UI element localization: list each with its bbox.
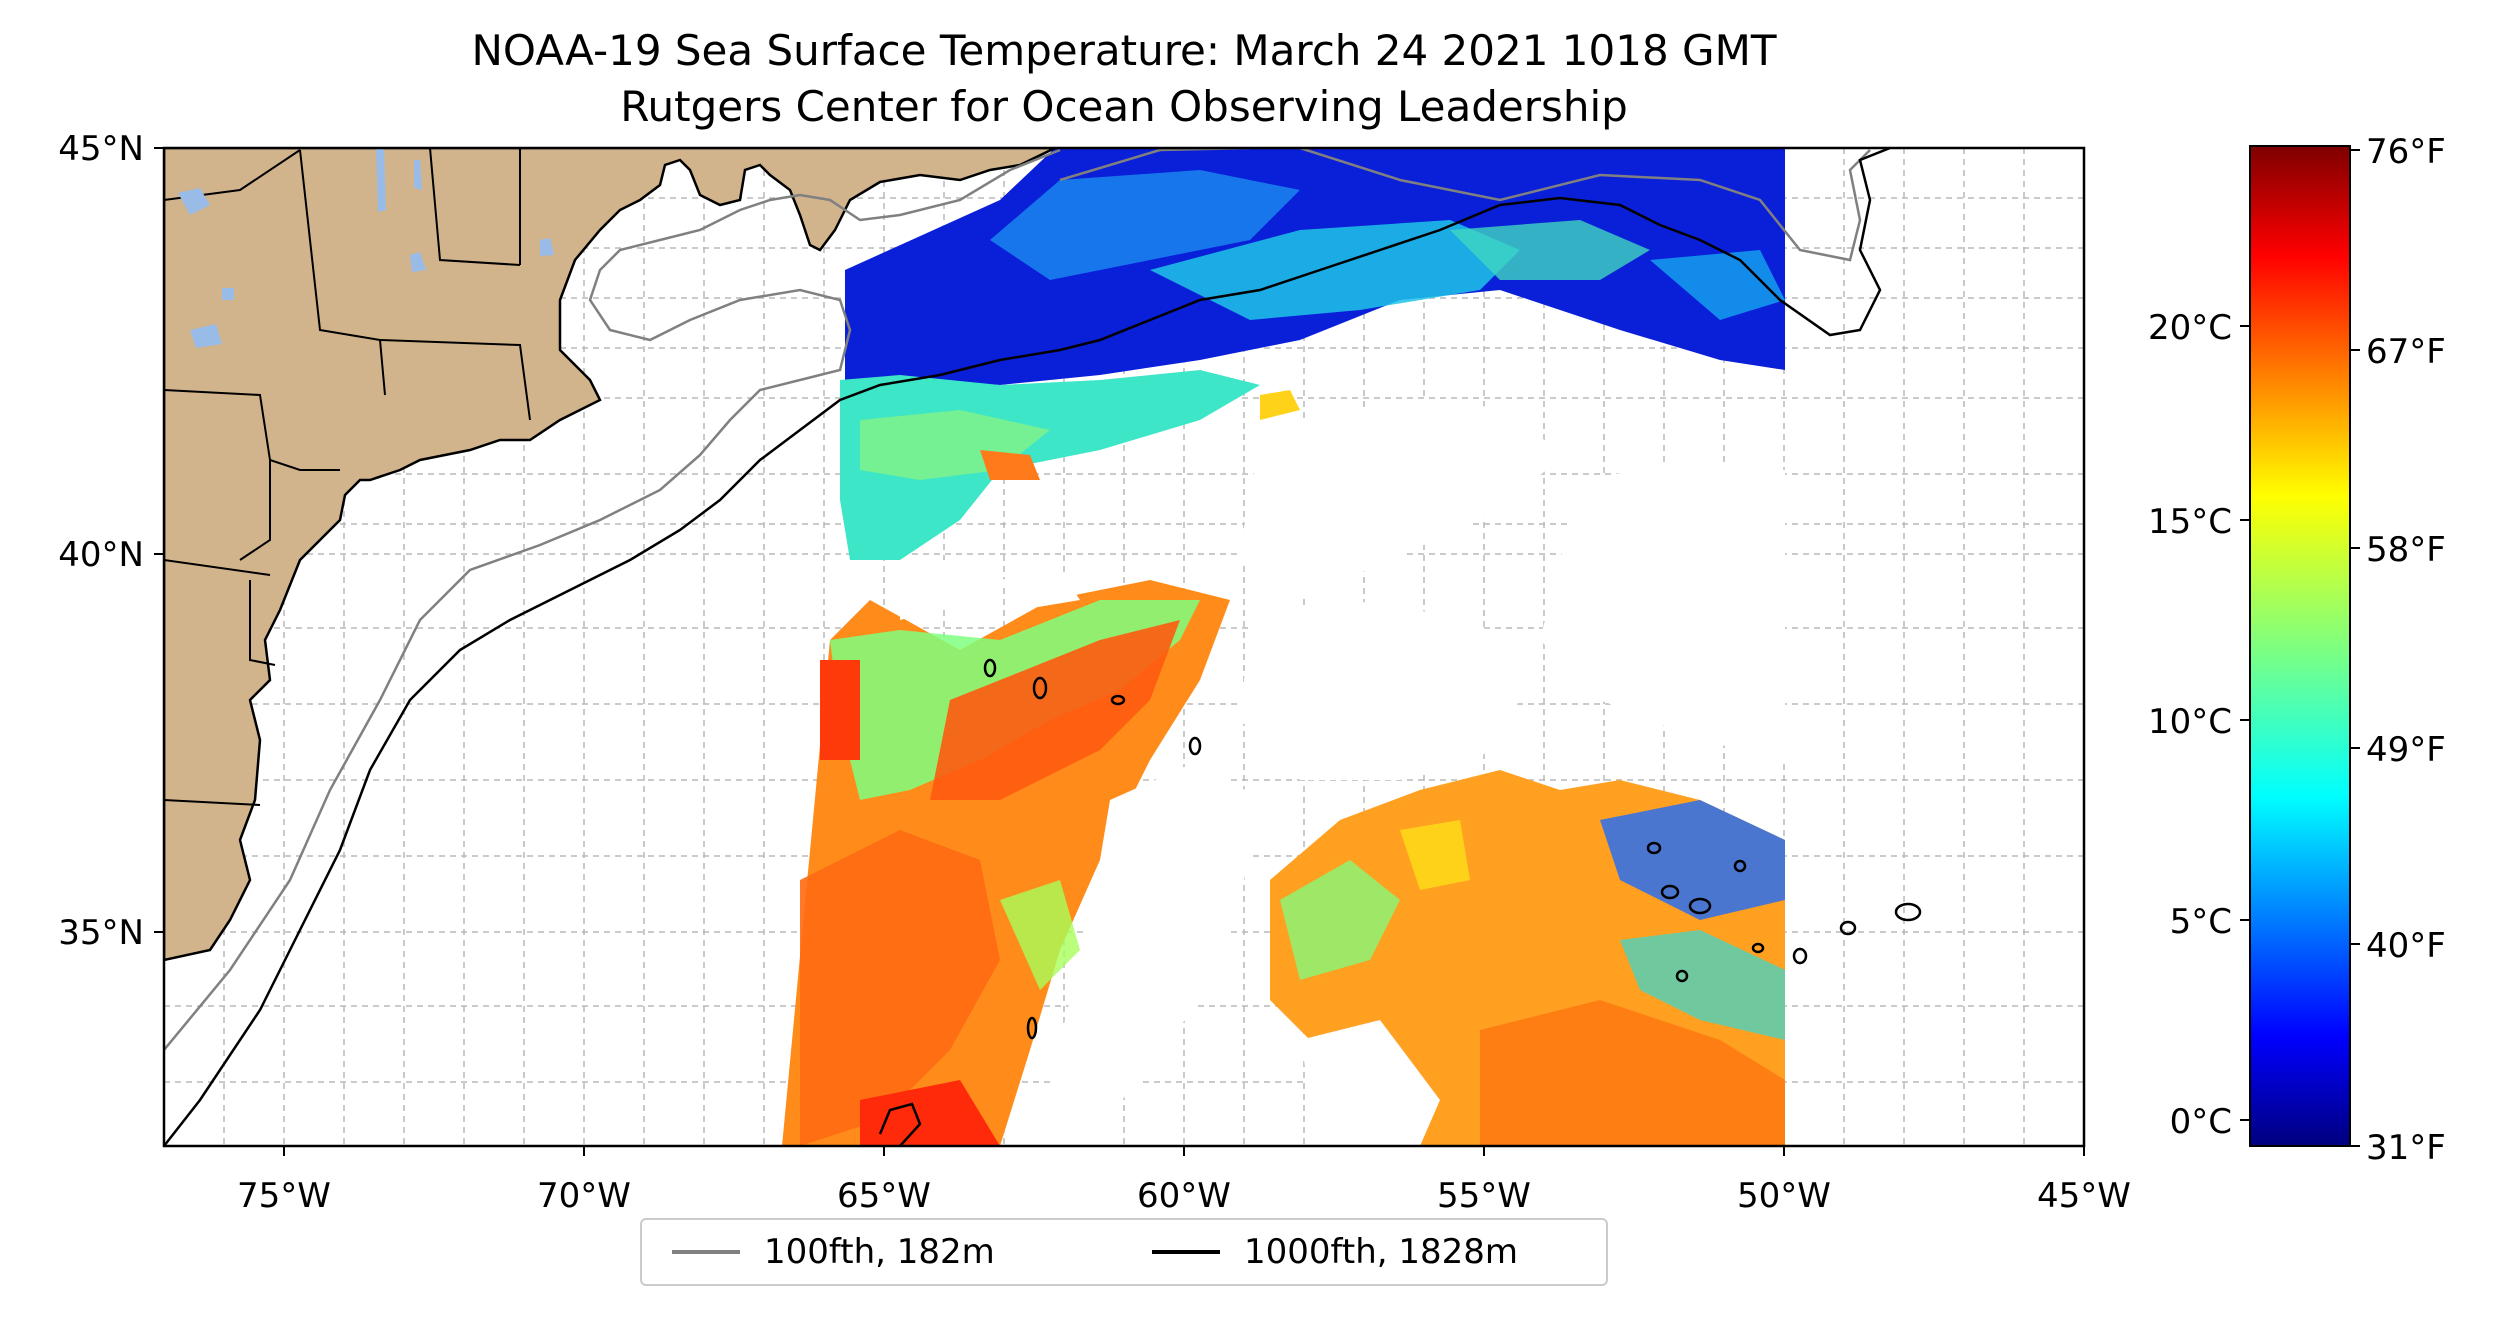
fahrenheit-tick-label: 58°F bbox=[2366, 530, 2446, 570]
lon-tick-label: 55°W bbox=[1437, 1176, 1531, 1216]
lon-tick-label: 45°W bbox=[2037, 1176, 2131, 1216]
fahrenheit-tick-label: 31°F bbox=[2366, 1128, 2446, 1168]
fahrenheit-tick-label: 67°F bbox=[2366, 332, 2446, 372]
lon-tick-labels: 75°W 70°W 65°W 60°W 55°W 50°W 45°W bbox=[237, 1176, 2131, 1216]
lat-tick-labels: 45°N 40°N 35°N bbox=[58, 129, 144, 953]
lon-tick-label: 50°W bbox=[1737, 1176, 1831, 1216]
lat-tick-label: 35°N bbox=[58, 913, 144, 953]
legend-swatch bbox=[1152, 1250, 1220, 1254]
state-borders bbox=[164, 148, 531, 806]
land-north-america bbox=[164, 148, 1056, 962]
colorbar: 0°C 5°C 10°C 15°C 20°C 31°F 40°F 49°F 58… bbox=[2148, 132, 2446, 1168]
lon-tick-label: 60°W bbox=[1137, 1176, 1231, 1216]
lon-tick-label: 65°W bbox=[837, 1176, 931, 1216]
map-panel bbox=[164, 148, 2084, 1146]
colorbar-gradient bbox=[2249, 145, 2351, 1147]
lon-tick-label: 70°W bbox=[537, 1176, 631, 1216]
isobath-1000fth bbox=[164, 148, 1891, 1146]
seamount-contours bbox=[878, 658, 1922, 1146]
sst-data bbox=[782, 148, 1785, 1146]
celsius-tick-label: 20°C bbox=[2148, 308, 2232, 348]
lat-tick-label: 45°N bbox=[58, 129, 144, 169]
map-frame bbox=[162, 146, 2086, 1148]
fahrenheit-tick-label: 40°F bbox=[2366, 926, 2446, 966]
celsius-tick-label: 10°C bbox=[2148, 702, 2232, 742]
fahrenheit-tick-label: 76°F bbox=[2366, 132, 2446, 172]
celsius-tick-label: 15°C bbox=[2148, 502, 2232, 542]
legend-label: 1000fth, 1828m bbox=[1244, 1232, 1519, 1272]
celsius-tick-label: 5°C bbox=[2170, 902, 2232, 942]
map-ticks bbox=[154, 147, 2085, 1156]
map-title: NOAA-19 Sea Surface Temperature: March 2… bbox=[471, 26, 1777, 75]
legend-swatch bbox=[672, 1250, 740, 1254]
lat-tick-label: 40°N bbox=[58, 535, 144, 575]
celsius-tick-label: 0°C bbox=[2170, 1102, 2232, 1142]
lakes bbox=[178, 148, 554, 348]
lon-tick-label: 75°W bbox=[237, 1176, 331, 1216]
legend-item-1000fth: 1000fth, 1828m bbox=[1152, 1220, 1518, 1284]
map-subtitle: Rutgers Center for Ocean Observing Leade… bbox=[620, 82, 1628, 131]
land bbox=[164, 148, 1056, 962]
legend-label: 100fth, 182m bbox=[764, 1232, 995, 1272]
legend-item-100fth: 100fth, 182m bbox=[672, 1220, 995, 1284]
legend: 100fth, 182m 1000fth, 1828m bbox=[640, 1218, 1608, 1286]
fahrenheit-tick-label: 49°F bbox=[2366, 730, 2446, 770]
